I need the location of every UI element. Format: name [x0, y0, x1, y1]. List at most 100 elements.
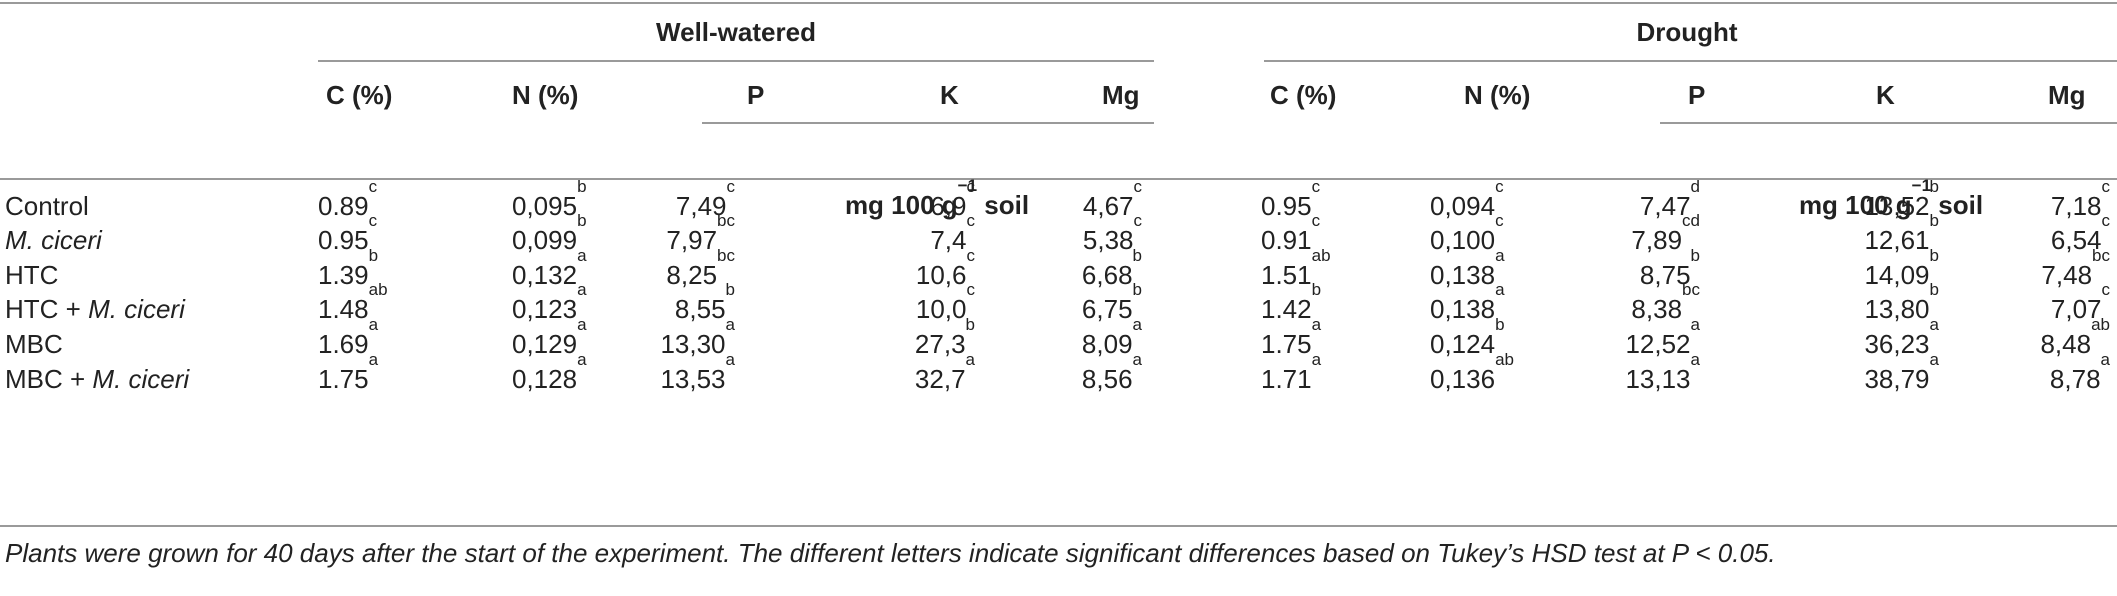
cell-value: 8,25: [666, 260, 718, 290]
table-cell: 5,38c: [1083, 212, 1142, 255]
cell-value: 1.75: [1261, 329, 1312, 359]
table-cell: 0,138a: [1430, 247, 1505, 290]
significance-letter: a: [1690, 350, 1700, 369]
cell-value: 7,07: [2050, 294, 2102, 324]
significance-letter: bc: [717, 246, 735, 265]
cell-value: 13,30: [660, 329, 726, 359]
table-cell: 8,09a: [1081, 316, 1142, 359]
cell-value: 1.42: [1261, 294, 1312, 324]
col-header-p-ww: P: [747, 80, 765, 110]
cell-value: 0,095: [512, 191, 578, 221]
drought-unit-underline: [1660, 122, 2117, 124]
cell-value: 6,9: [930, 191, 967, 221]
cell-value: 13,80: [1864, 294, 1930, 324]
col-header-p-dr: P: [1688, 80, 1706, 110]
table-cell: 8,78a: [2049, 351, 2110, 394]
table-cell: 1.71a: [1261, 351, 1321, 394]
cell-value: 6,75: [1081, 294, 1133, 324]
row-label: Control: [5, 191, 89, 221]
cell-value: 1.71: [1261, 364, 1312, 394]
table-cell: 8,75b: [1639, 247, 1700, 290]
table-cell: 7,4c: [930, 212, 975, 255]
body-bottom-rule: [0, 525, 2117, 527]
table-cell: 0,099b: [512, 212, 587, 255]
cell-value: 0,123: [512, 294, 578, 324]
significance-letter: b: [965, 315, 975, 334]
cell-value: 13,53: [660, 364, 726, 394]
table-footnote: Plants were grown for 40 days after the …: [5, 538, 1776, 568]
well-watered-underline: [318, 60, 1154, 62]
cell-value: 8,78: [2049, 364, 2101, 394]
cell-value: 6,68: [1081, 260, 1133, 290]
cell-value: 1.69: [318, 329, 369, 359]
significance-letter: a: [368, 350, 379, 369]
col-header-c-dr: C (%): [1270, 80, 1337, 110]
cell-value: 13,13: [1625, 364, 1691, 394]
table-cell: 4,67c: [1082, 178, 1142, 221]
table-cell: 1.69a: [318, 316, 378, 359]
table-cell: 7,48bc: [2041, 247, 2110, 290]
table-cell: 0.95c: [318, 212, 377, 255]
table-cell: 10,0c: [916, 281, 975, 324]
cell-value: 36,23: [1864, 329, 1930, 359]
significance-letter: a: [1132, 350, 1142, 369]
cell-value: 0,100: [1430, 225, 1496, 255]
significance-letter: a: [1929, 315, 1939, 334]
cell-value: 0.89: [318, 191, 369, 221]
table-cell: 0,123a: [512, 281, 587, 324]
cell-value: 1.39: [318, 260, 369, 290]
table-cell: 14,09b: [1864, 247, 1939, 290]
cell-value: 0,129: [512, 329, 578, 359]
cell-value: 27,3: [914, 329, 966, 359]
cell-value: 8,55: [674, 294, 726, 324]
cell-value: 4,67: [1082, 191, 1134, 221]
cell-value: 12,52: [1625, 329, 1691, 359]
cell-value: 1.51: [1261, 260, 1312, 290]
row-label-part: MBC +: [5, 364, 93, 394]
table-cell: 7,07c: [2050, 281, 2110, 324]
cell-value: 0.91: [1261, 225, 1312, 255]
table-cell: 13,53a: [660, 351, 735, 394]
significance-letter: a: [1495, 246, 1505, 265]
significance-letter: a: [577, 315, 587, 334]
significance-letter: a: [965, 350, 975, 369]
cell-value: 0,136: [1430, 364, 1496, 394]
cell-value: 8,75: [1639, 260, 1691, 290]
table-cell: 1.51ab: [1261, 247, 1331, 290]
cell-value: 1.48: [318, 294, 369, 324]
significance-letter: cd: [1682, 211, 1700, 230]
row-label-part: M. ciceri: [92, 364, 190, 394]
col-header-k-dr: K: [1876, 80, 1895, 110]
table-cell: 10,6c: [916, 247, 975, 290]
cell-value: 8,09: [1081, 329, 1133, 359]
significance-letter: c: [1495, 211, 1504, 230]
significance-letter: c: [368, 211, 378, 230]
cell-value: 0,138: [1430, 260, 1496, 290]
cell-value: 0.95: [318, 225, 369, 255]
significance-letter: b: [1929, 280, 1939, 299]
cell-value: 13,52: [1864, 191, 1930, 221]
table-cell: 8,48ab: [2040, 316, 2110, 359]
table-cell: 6,75b: [1081, 281, 1142, 324]
header-bottom-rule: [0, 178, 2117, 180]
table-cell: 13,52b: [1864, 178, 1939, 221]
significance-letter: a: [1929, 350, 1939, 369]
table-cell: 0,094c: [1430, 178, 1504, 221]
table-cell: 0,138a: [1430, 281, 1505, 324]
significance-letter: ab: [368, 280, 388, 299]
row-label-part: HTC: [5, 260, 59, 290]
significance-letter: c: [966, 211, 976, 230]
table-cell: 0,095b: [512, 178, 587, 221]
table-cell: 0,136ab: [1430, 351, 1514, 394]
unit-header-ww: mg 100 g−1 soil: [844, 176, 1030, 220]
table-cell: 13,13a: [1625, 351, 1700, 394]
table-cell: 8,56a: [1082, 351, 1142, 394]
cell-value: 0,099: [512, 225, 578, 255]
group-header-drought: Drought: [1636, 17, 1738, 47]
cell-value: 7,89: [1631, 225, 1683, 255]
significance-letter: b: [1495, 315, 1505, 334]
table-cell: 12,52a: [1625, 316, 1700, 359]
row-label: MBC + M. ciceri: [5, 364, 189, 394]
significance-letter: c: [1311, 211, 1321, 230]
table-cell: 0,132a: [512, 247, 587, 290]
